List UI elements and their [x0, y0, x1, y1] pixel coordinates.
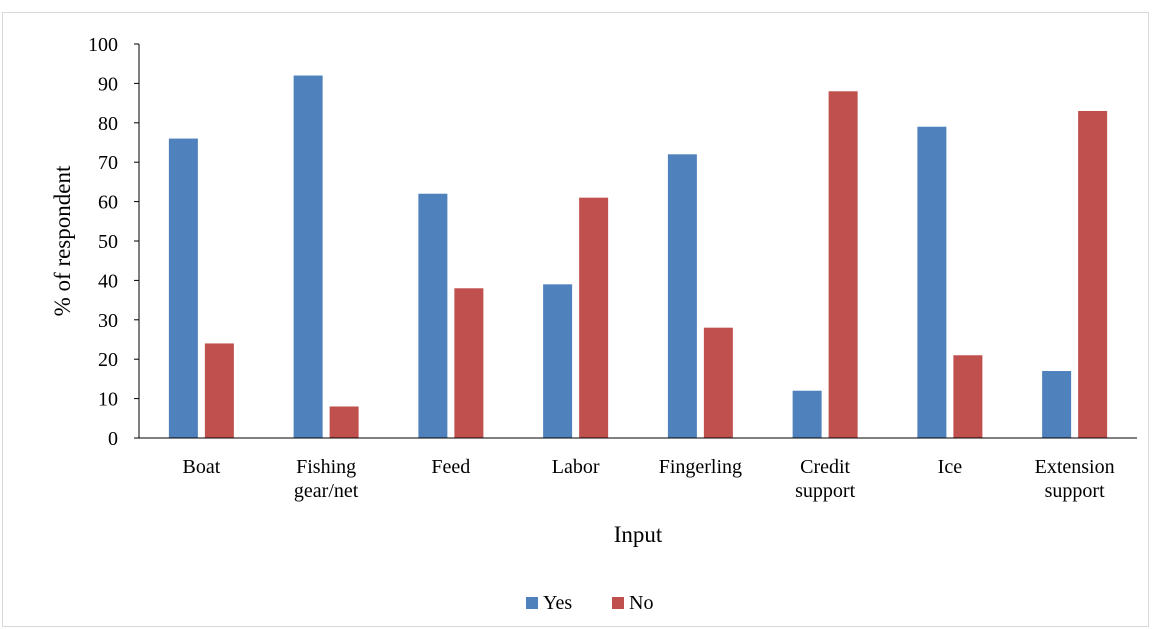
- y-tick-label: 30: [98, 310, 118, 332]
- y-tick-label: 100: [88, 34, 118, 56]
- legend-label-yes: Yes: [543, 592, 572, 614]
- y-tick-label: 60: [98, 192, 118, 214]
- bar-yes: [792, 390, 822, 438]
- bar-yes: [1042, 371, 1072, 438]
- x-category-label: Ice: [938, 456, 963, 478]
- x-category-label: Credit support: [795, 456, 855, 502]
- legend-swatch-yes: [526, 597, 538, 609]
- bar-yes: [917, 126, 947, 439]
- y-tick-label: 80: [98, 113, 118, 135]
- bar-no: [1078, 110, 1108, 438]
- y-tick-label: 10: [98, 389, 118, 411]
- bar-no: [703, 327, 733, 438]
- x-categories-group: Boat Fishing gear/net Feed Labor Fingerling Cr…: [182, 456, 1114, 502]
- x-category-label: Fingerling: [659, 456, 742, 478]
- y-tick-label: 90: [98, 73, 118, 95]
- x-category-label: Labor: [552, 456, 600, 478]
- y-tick-label: 50: [98, 231, 118, 253]
- bar-no: [329, 406, 359, 438]
- x-category-label: Fishing gear/net: [294, 456, 359, 502]
- bars-group: [168, 75, 1108, 439]
- x-category-label: Boat: [182, 456, 220, 478]
- x-category-label: Feed: [431, 456, 470, 478]
- bar-yes: [418, 193, 448, 438]
- legend-swatch-no: [612, 597, 624, 609]
- x-axis-title: Input: [614, 522, 663, 547]
- y-ticks-group: 0 10 20 30 40 50 60 70 80 90 100: [88, 34, 139, 450]
- y-tick-label: 40: [98, 270, 118, 292]
- bar-yes: [293, 75, 323, 439]
- y-axis-title: % of respondent: [50, 165, 75, 316]
- bar-no: [828, 91, 858, 438]
- legend-label-no: No: [629, 592, 653, 614]
- x-category-label: Extension support: [1035, 456, 1115, 502]
- y-tick-label: 0: [108, 428, 118, 450]
- bar-yes: [667, 154, 697, 438]
- y-tick-label: 70: [98, 152, 118, 174]
- y-tick-label: 20: [98, 349, 118, 371]
- legend: Yes No: [526, 592, 653, 614]
- bar-yes: [168, 138, 198, 438]
- bar-no: [204, 343, 234, 438]
- bar-yes: [543, 284, 573, 438]
- bar-no: [953, 355, 983, 438]
- bar-no: [579, 197, 609, 438]
- bar-no: [454, 288, 484, 438]
